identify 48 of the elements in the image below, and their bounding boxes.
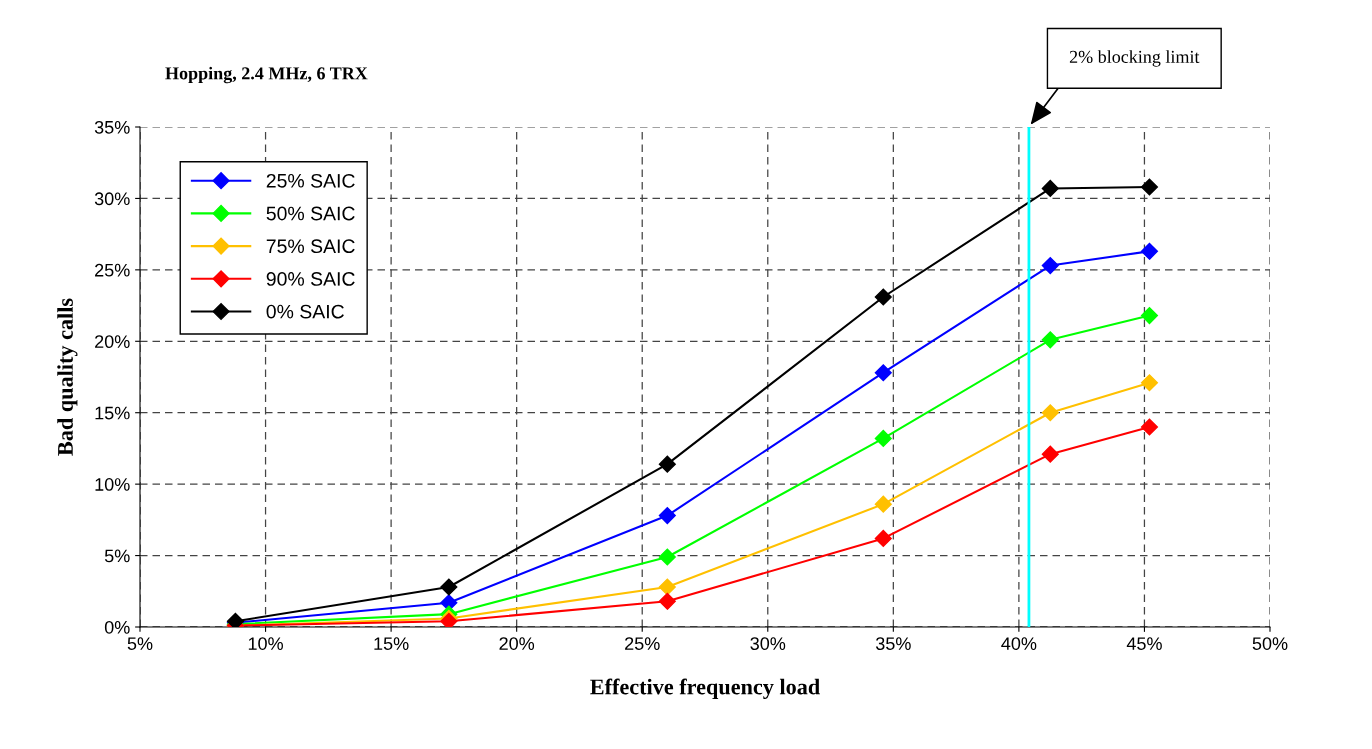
point <box>1140 307 1159 325</box>
point <box>658 507 676 525</box>
point <box>1041 404 1059 422</box>
point <box>1140 418 1159 436</box>
point <box>658 592 676 610</box>
point <box>874 529 892 547</box>
point <box>874 288 892 306</box>
point <box>1041 445 1059 463</box>
point <box>658 548 676 566</box>
point <box>874 429 892 447</box>
x-tick-label: 15% <box>374 637 409 650</box>
legend-label: 50% SAIC <box>266 206 355 221</box>
point <box>1140 374 1159 392</box>
legend-label: 90% SAIC <box>266 272 355 286</box>
x-tick-label: 35% <box>875 637 911 650</box>
point <box>874 495 892 513</box>
legend-label: 0% SAIC <box>266 304 344 319</box>
x-tick-label: 45% <box>1126 637 1162 650</box>
y-tick-label: 15% <box>95 406 130 420</box>
y-tick-label: 5% <box>104 549 130 563</box>
y-tick-label: 20% <box>95 335 130 349</box>
point <box>440 578 458 596</box>
chart-title: Hopping, 2.4 MHz, 6 TRX <box>165 66 368 84</box>
y-tick-label: 25% <box>95 263 130 277</box>
y-tick-label: 35% <box>94 120 130 134</box>
legend-label: 75% SAIC <box>266 239 355 254</box>
x-tick-label: 5% <box>127 637 153 650</box>
legend-label: 25% SAIC <box>266 173 355 188</box>
x-tick-label: 20% <box>499 637 535 650</box>
point <box>1041 179 1059 197</box>
x-tick-label: 50% <box>1252 637 1288 650</box>
point <box>658 455 676 473</box>
x-tick-label: 40% <box>1001 637 1037 650</box>
point <box>658 578 676 596</box>
point <box>1140 178 1159 196</box>
point <box>874 364 892 382</box>
ref-line-label: 2% blocking limit <box>1069 50 1200 67</box>
y-tick-label: 30% <box>94 192 130 206</box>
x-axis-title: Effective frequency load <box>590 678 820 699</box>
y-tick-label: 0% <box>104 620 130 634</box>
point <box>1041 257 1059 275</box>
point <box>1140 242 1159 260</box>
y-axis-title: Bad quality calls <box>57 298 78 456</box>
x-tick-label: 25% <box>625 637 660 650</box>
y-tick-label: 10% <box>95 478 130 491</box>
x-tick-label: 30% <box>750 637 786 650</box>
point <box>1041 331 1059 349</box>
x-tick-label: 10% <box>248 637 283 650</box>
